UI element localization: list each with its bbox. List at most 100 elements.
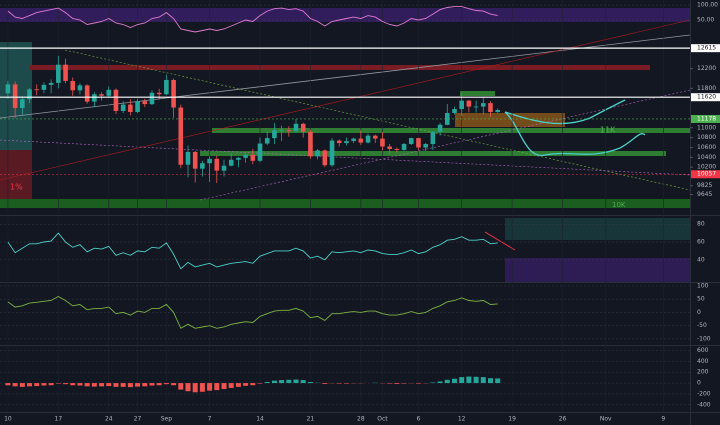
histogram-bar: [430, 382, 436, 384]
candle-body: [480, 103, 486, 107]
histogram-bar: [279, 380, 285, 384]
candle-body: [106, 89, 112, 96]
indicator-line: [7, 6, 498, 33]
candle-body: [41, 84, 47, 90]
x-tick-label: Sep: [161, 416, 173, 423]
pane-tick-label: 100: [697, 282, 709, 289]
candle-body: [293, 123, 299, 132]
histogram-bar: [243, 383, 249, 386]
x-tick-label: Nov: [600, 416, 612, 423]
candle-body: [92, 94, 97, 102]
candle-body: [401, 144, 407, 150]
x-tick-label: Oct: [377, 416, 388, 423]
candle-body: [387, 146, 392, 149]
histogram-bar: [394, 383, 400, 384]
pane-tick-label: 600: [697, 347, 709, 354]
x-tick-label: 19: [508, 416, 516, 423]
histogram-bar: [120, 383, 126, 387]
candle-body: [171, 79, 176, 108]
histogram-bar: [70, 383, 76, 386]
y-tick-label: 10200: [697, 164, 716, 171]
x-tick-label: 24: [105, 416, 113, 423]
histogram-bar: [307, 381, 313, 384]
candle-body: [192, 151, 198, 169]
trendline: [0, 139, 691, 176]
y-tick-label: 9825: [697, 182, 712, 189]
candle-body: [365, 135, 371, 143]
pane-tick-label: 40: [697, 256, 705, 263]
histogram-bar: [228, 383, 234, 388]
candle-body: [372, 135, 378, 139]
histogram-bar: [473, 376, 479, 384]
annotation: 1%: [10, 183, 23, 192]
x-tick-label: 17: [55, 416, 63, 423]
histogram-bar: [5, 383, 11, 386]
candle-body: [20, 99, 25, 109]
candle-body: [308, 131, 313, 157]
candle-body: [488, 103, 493, 112]
bottom-zone: [0, 199, 690, 208]
candle-body: [300, 123, 306, 132]
left-zone-red: [0, 150, 32, 200]
x-tick-label: 7: [208, 416, 212, 423]
histogram-bar: [466, 376, 472, 384]
candle-body: [221, 165, 227, 171]
price-marker-label: 11178: [697, 115, 716, 122]
histogram-bar: [322, 383, 328, 384]
histogram-bar: [250, 383, 256, 386]
pane-tick-label: 0: [697, 380, 701, 387]
rsi-zone: [505, 218, 690, 240]
x-tick-label: 28: [357, 416, 365, 423]
candle-body: [452, 109, 457, 113]
histogram-bar: [459, 377, 465, 384]
pane-tick-label: 50: [697, 296, 705, 303]
price-marker-label: 12615: [697, 45, 716, 52]
histogram-bar: [495, 378, 501, 384]
candle-body: [416, 138, 421, 148]
x-tick-label: 27: [134, 416, 142, 423]
candle-body: [358, 138, 364, 143]
x-tick-label: 21: [307, 416, 315, 423]
candle-body: [408, 138, 414, 145]
candle-body: [466, 100, 472, 107]
annotation: 11K: [600, 126, 616, 135]
histogram-bar: [343, 383, 349, 384]
histogram-bar: [19, 383, 25, 387]
candle-body: [77, 85, 83, 91]
y-tick-label: 11000: [697, 124, 716, 131]
price-marker-box: [691, 93, 720, 102]
histogram-bar: [149, 383, 155, 386]
histogram-bar: [221, 383, 227, 390]
pane-tick-label: 50.00: [697, 17, 714, 24]
histogram-bar: [257, 383, 263, 384]
histogram-bar: [171, 383, 177, 386]
candle-body: [164, 79, 169, 95]
pane-tick-label: 400: [697, 358, 709, 365]
candle-body: [200, 163, 205, 169]
histogram-bar: [264, 381, 270, 384]
histogram-bar: [207, 383, 213, 391]
candle-body: [380, 138, 385, 147]
candle-body: [5, 84, 11, 94]
histogram-bar: [142, 383, 148, 387]
candle-body: [322, 150, 328, 166]
price-marker-box: [691, 114, 720, 123]
x-tick-label: 9: [661, 416, 665, 423]
histogram-bar: [48, 383, 54, 386]
indicator-line: [7, 232, 498, 270]
projection: [504, 99, 626, 125]
price-marker-label: 10057: [697, 171, 716, 178]
histogram-bar: [199, 383, 205, 392]
candle-body: [459, 100, 464, 110]
histogram-bar: [437, 381, 443, 384]
candle-body: [430, 131, 436, 145]
histogram-bar: [185, 383, 191, 392]
pane-tick-label: -100: [697, 335, 711, 342]
candle-body: [495, 110, 500, 112]
histogram-bar: [113, 383, 119, 387]
candle-body: [351, 138, 356, 142]
candle-body: [286, 130, 292, 132]
candle-body: [214, 158, 220, 171]
